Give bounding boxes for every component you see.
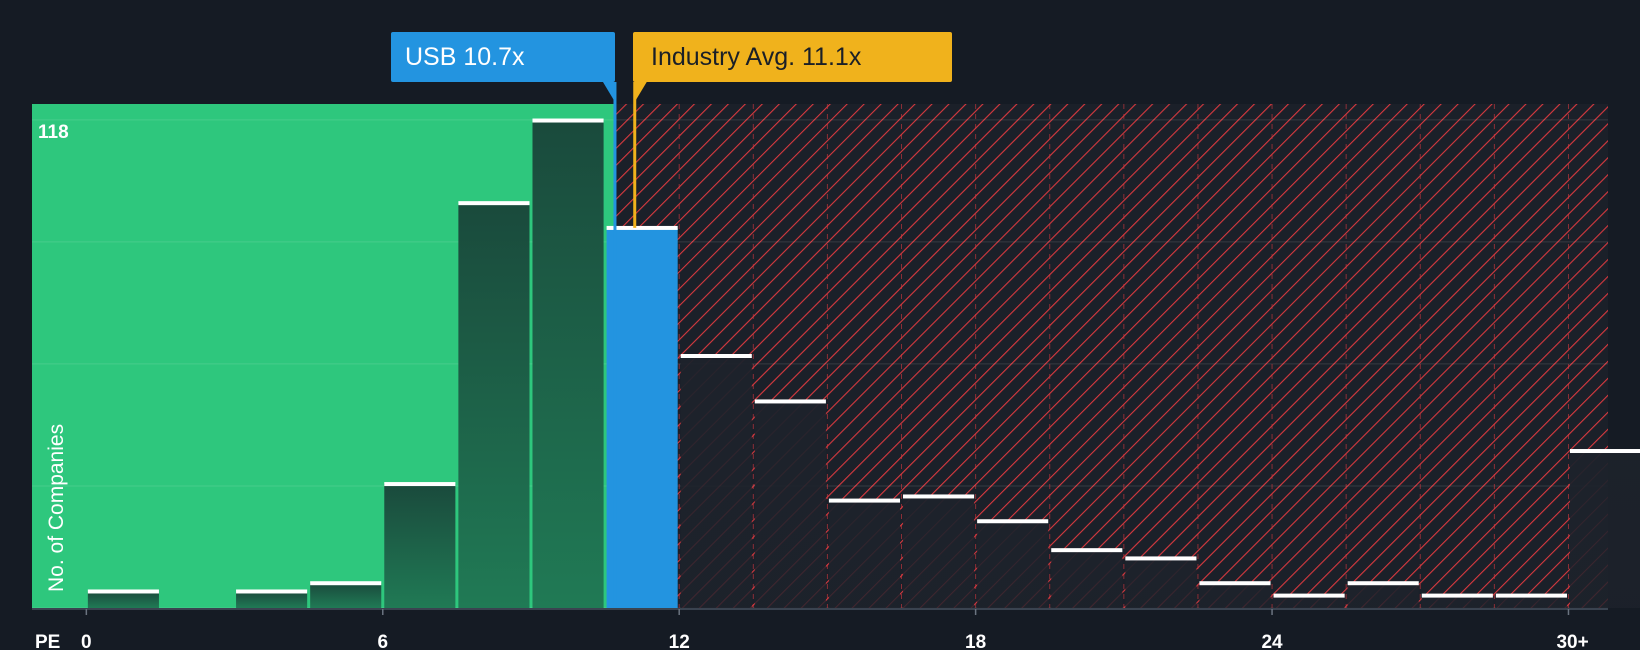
- bar-cap: [87, 589, 159, 594]
- bar-body: [754, 401, 826, 608]
- bar-cap: [1495, 593, 1567, 598]
- x-tick-label: 18: [965, 632, 986, 650]
- bar-body: [384, 484, 456, 608]
- bar-body: [903, 496, 975, 608]
- bar-body: [1125, 558, 1197, 608]
- bar-body: [1273, 595, 1345, 608]
- bar-body: [1051, 550, 1123, 608]
- bar-body: [606, 227, 678, 608]
- histogram-bar: [1419, 104, 1493, 608]
- histogram-bar: [975, 104, 1049, 608]
- histogram-bar: [678, 104, 752, 608]
- bar-cap: [532, 118, 604, 123]
- bar-body: [1421, 595, 1493, 608]
- bar-cap: [977, 519, 1049, 524]
- histogram-bars: [87, 104, 1640, 609]
- bar-body: [1495, 595, 1567, 608]
- y-max-label: 118: [38, 122, 69, 143]
- histogram-bar: [1345, 104, 1419, 608]
- x-axis-ticks: 0 6 12 18 24 30+: [81, 609, 1589, 650]
- bar-body: [1569, 451, 1640, 608]
- histogram-bar: [236, 589, 308, 608]
- x-tick-label: 24: [1261, 632, 1283, 650]
- histogram-bar: [384, 482, 456, 608]
- histogram-bar: [532, 118, 604, 608]
- bar-body: [680, 356, 752, 608]
- bar-body: [532, 120, 604, 608]
- histogram-bar: [1567, 104, 1640, 608]
- bar-cap: [680, 354, 752, 358]
- bar-body: [458, 203, 530, 609]
- histogram-bar: [1271, 104, 1345, 608]
- bar-cap: [236, 589, 308, 594]
- bar-body: [1199, 583, 1271, 608]
- histogram-bar: [606, 225, 678, 608]
- industry-marker-pointer: [634, 82, 647, 102]
- histogram-bar: [87, 589, 159, 608]
- bar-body: [977, 521, 1049, 608]
- histogram-bar: [1197, 104, 1271, 608]
- bar-cap: [1199, 581, 1271, 586]
- bar-cap: [1273, 593, 1345, 598]
- bar-cap: [458, 201, 530, 206]
- x-tick-label: 12: [669, 632, 690, 650]
- histogram-bar: [1049, 104, 1123, 608]
- histogram-bar: [1123, 104, 1197, 608]
- histogram-bar: [310, 581, 382, 608]
- x-tick-label: 6: [377, 632, 388, 650]
- bar-body: [87, 591, 159, 608]
- histogram-bar: [458, 201, 530, 609]
- value-markers: [602, 82, 647, 608]
- histogram-bar: [901, 104, 975, 608]
- bar-body: [1347, 583, 1419, 608]
- x-axis-label: PE: [35, 632, 60, 650]
- bar-cap: [310, 581, 382, 586]
- bar-cap: [1125, 556, 1197, 561]
- bar-body: [310, 583, 382, 608]
- bar-cap: [1421, 593, 1493, 598]
- bar-cap: [1569, 449, 1640, 454]
- histogram-bar: [752, 104, 826, 608]
- histogram-bar: [1493, 104, 1567, 608]
- y-axis-label: No. of Companies: [45, 424, 68, 592]
- bar-body: [236, 591, 308, 608]
- x-tick-label: 30+: [1556, 632, 1588, 650]
- bar-cap: [1051, 548, 1123, 553]
- bar-cap: [828, 498, 901, 503]
- company-pe-callout: USB 10.7x: [391, 32, 615, 82]
- industry-average-callout: Industry Avg. 11.1x: [633, 32, 952, 82]
- bar-cap: [903, 494, 975, 499]
- x-tick-label: 0: [81, 632, 92, 650]
- bar-cap: [1347, 581, 1419, 586]
- bar-body: [828, 500, 901, 608]
- bar-cap: [384, 482, 456, 487]
- bar-cap: [606, 225, 678, 230]
- bar-cap: [754, 399, 826, 404]
- company-marker-pointer: [602, 82, 615, 102]
- histogram-bar: [826, 104, 901, 608]
